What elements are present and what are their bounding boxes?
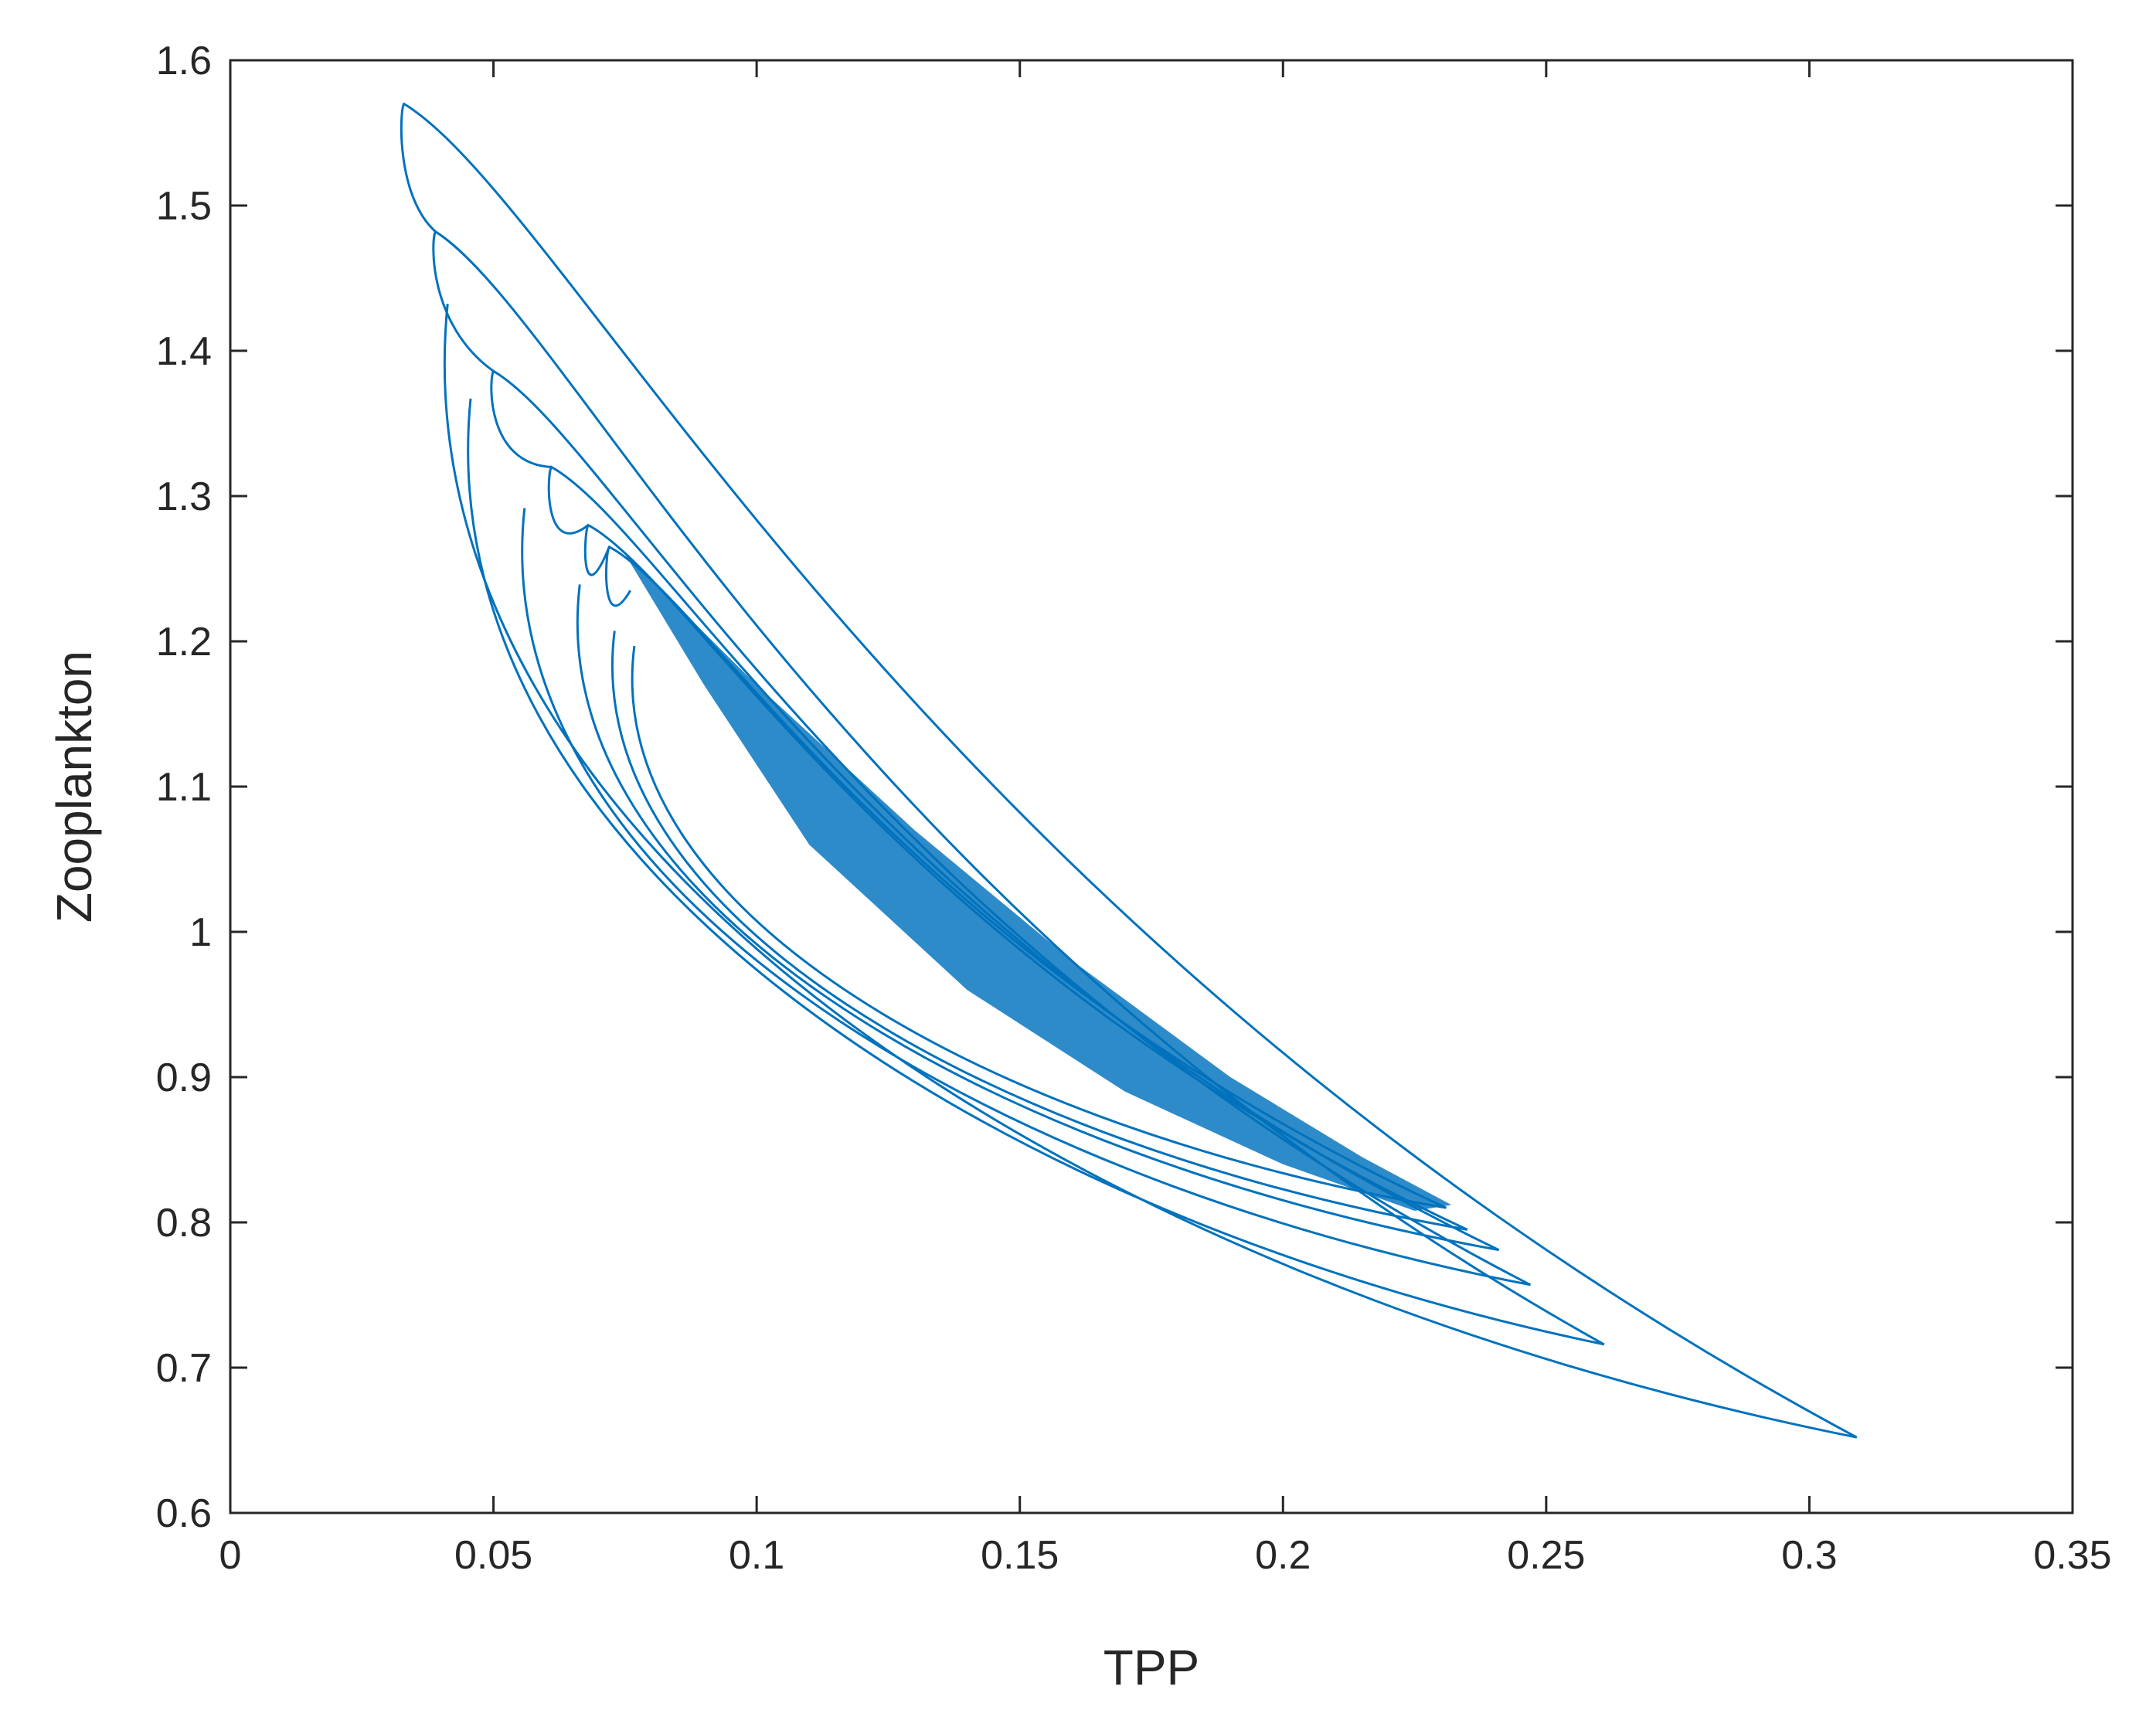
trajectory-loop: [583, 523, 1468, 1231]
trajectory-loop: [400, 102, 1858, 1439]
x-tick-label: 0.25: [1507, 1533, 1585, 1578]
y-tick-label: 1: [189, 910, 212, 955]
y-tick-label: 1.3: [156, 474, 212, 519]
y-tick-label: 1.5: [156, 184, 212, 229]
trajectory-loop: [605, 545, 1447, 1209]
x-tick-label: 0.3: [1781, 1533, 1837, 1578]
y-tick-label: 0.8: [156, 1201, 212, 1246]
x-tick-label: 0.35: [2033, 1533, 2111, 1578]
y-tick-label: 0.6: [156, 1491, 212, 1536]
y-tick-label: 1.6: [156, 39, 212, 83]
trajectory-lines: [400, 102, 1858, 1439]
trajectory-loop: [432, 229, 1605, 1346]
trajectory-loop: [547, 465, 1500, 1252]
ticks: 0 0.05 0.1 0.15 0.2 0.25 0.3 0.35 0.6 0.7 0.8 0.9 1 1…: [156, 39, 2112, 1578]
y-tick-label: 0.7: [156, 1346, 212, 1391]
y-axis-label: Zooplankton: [46, 651, 102, 923]
x-tick-label: 0.15: [981, 1533, 1059, 1578]
x-axis-label: TPP: [1104, 1640, 1199, 1695]
x-tick-label: 0.05: [454, 1533, 532, 1578]
y-tick-label: 1.2: [156, 620, 212, 665]
x-tick-label: 0.1: [729, 1533, 784, 1578]
y-tick-label: 1.4: [156, 329, 212, 374]
x-tick-label: 0: [219, 1533, 242, 1578]
y-tick-label: 0.9: [156, 1055, 212, 1100]
trajectory-loop: [490, 369, 1532, 1287]
y-tick-label: 1.1: [156, 765, 212, 810]
x-tick-label: 0.2: [1255, 1533, 1311, 1578]
